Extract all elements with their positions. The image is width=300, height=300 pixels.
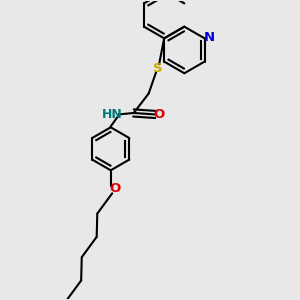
Text: O: O	[109, 182, 121, 195]
Text: S: S	[153, 62, 162, 75]
Text: HN: HN	[102, 108, 123, 121]
Text: N: N	[203, 31, 214, 44]
Text: O: O	[154, 108, 165, 121]
